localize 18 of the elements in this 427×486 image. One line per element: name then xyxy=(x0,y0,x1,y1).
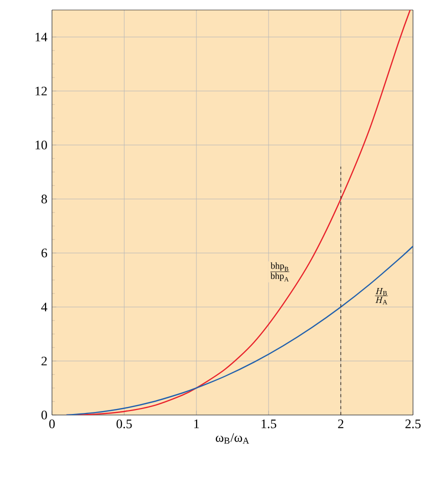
x-tick-label: 0.5 xyxy=(116,420,132,428)
x-tick-label: 0 xyxy=(49,420,55,428)
y-tick-label: 6 xyxy=(42,248,48,258)
y-tick-label: 0 xyxy=(41,410,47,420)
x-axis-title: ω$_{B}$/ω$_{A}$ xyxy=(216,433,250,444)
y-tick-label: 8 xyxy=(41,194,47,204)
x-tick-label: 2 xyxy=(338,420,344,428)
x-tick-label: 2.5 xyxy=(405,420,421,428)
series-label: $\frac{\mathrm{bhp}_{\mathrm{B}}}{\mathrm{bhp}_{\mathrm{A}}}$ xyxy=(270,262,290,282)
series-label: $\frac{H_{\mathrm{B}}}{H_{\mathrm{A}}}$ xyxy=(374,288,388,304)
y-tick-label: 10 xyxy=(36,140,47,150)
y-tick-label: 4 xyxy=(41,302,48,312)
line-series xyxy=(66,246,413,415)
x-tick-label: 1.5 xyxy=(262,420,276,428)
y-tick-label: 12 xyxy=(36,86,47,96)
x-tick-label: 1 xyxy=(194,420,199,428)
y-tick-label: 14 xyxy=(36,32,48,42)
y-tick-label: 2 xyxy=(42,356,47,366)
